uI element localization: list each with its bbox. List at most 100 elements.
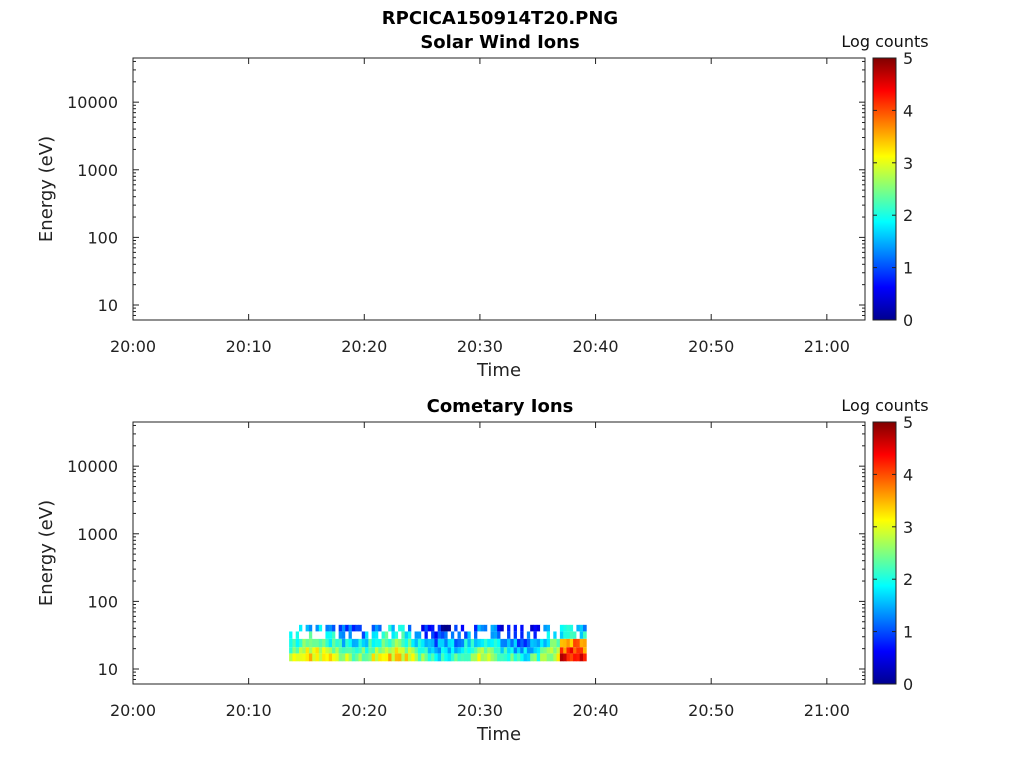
heatmap-cell (447, 653, 452, 662)
heatmap-cell (424, 638, 429, 648)
heatmap-cell (315, 624, 320, 632)
x-tick-label: 21:00 (804, 337, 850, 356)
y-tick-label: 100 (87, 592, 118, 611)
heatmap-cell (404, 631, 409, 639)
heatmap-cell (318, 631, 323, 639)
heatmap-cell (441, 653, 445, 662)
heatmap-cell (394, 624, 399, 632)
heatmap-cell (424, 647, 429, 654)
heatmap-cell (437, 631, 442, 639)
heatmap-cell (351, 647, 356, 654)
heatmap-cell (493, 647, 498, 654)
heatmap-cell (312, 631, 316, 639)
heatmap-cell (549, 638, 554, 648)
heatmap-cell (292, 638, 297, 648)
heatmap-cell (493, 653, 498, 662)
heatmap-cell (421, 647, 425, 654)
heatmap-cell (483, 631, 488, 639)
y-axis-label: Energy (eV) (36, 136, 57, 242)
heatmap-cell (470, 624, 475, 632)
heatmap-cell (312, 647, 316, 654)
heatmap-cell (305, 631, 310, 639)
heatmap-cell (579, 653, 584, 662)
heatmap-cell (351, 638, 356, 648)
colorbar-tick-label: 2 (903, 570, 913, 589)
heatmap-cell (563, 624, 567, 632)
heatmap-cell (341, 624, 346, 632)
heatmap-cell (563, 631, 567, 639)
heatmap-cell (299, 624, 303, 632)
heatmap-cell (328, 653, 333, 662)
colorbar-tick-label: 5 (903, 49, 913, 68)
heatmap-cell (503, 647, 508, 654)
heatmap-cell (374, 653, 379, 662)
heatmap-cell (312, 624, 316, 632)
heatmap-cell (325, 624, 330, 632)
heatmap-cell (536, 631, 541, 639)
heatmap-cell (338, 653, 343, 662)
heatmap-cell (490, 624, 495, 632)
heatmap-cell (457, 647, 462, 654)
heatmap-cell (355, 631, 359, 639)
heatmap-cell (302, 631, 307, 639)
heatmap-cell (417, 631, 422, 639)
heatmap-cell (308, 631, 313, 639)
x-tick-label: 20:30 (457, 337, 503, 356)
heatmap-cell (348, 624, 353, 632)
heatmap-cell (358, 653, 363, 662)
heatmap-cell (322, 624, 326, 632)
heatmap-cell (289, 638, 293, 648)
heatmap-cell (431, 647, 435, 654)
heatmap-cell (361, 631, 366, 639)
heatmap-cell (563, 638, 567, 648)
heatmap-cell (480, 653, 485, 662)
heatmap-cell (454, 653, 458, 662)
heatmap-cell (355, 638, 359, 648)
heatmap-cell (583, 653, 587, 662)
heatmap-cell (556, 624, 561, 632)
heatmap-cell (355, 624, 359, 632)
heatmap-cell (540, 638, 544, 648)
heatmap-cell (365, 638, 369, 648)
heatmap-cell (308, 638, 313, 648)
heatmap-cell (540, 647, 544, 654)
heatmap-cell (398, 653, 402, 662)
heatmap-cell (368, 653, 373, 662)
heatmap-cell (414, 631, 419, 639)
heatmap-cell (441, 638, 445, 648)
heatmap-cell (543, 647, 548, 654)
heatmap-cell (566, 653, 571, 662)
heatmap-cell (335, 647, 340, 654)
heatmap-cell (464, 631, 468, 639)
heatmap-cell (332, 653, 336, 662)
heatmap-cell (533, 631, 538, 639)
heatmap-cell (513, 638, 518, 648)
heatmap-cell (523, 638, 528, 648)
heatmap-cell (573, 624, 577, 632)
heatmap-cell (546, 631, 551, 639)
heatmap-cell (374, 638, 379, 648)
y-tick-label: 1000 (77, 161, 118, 180)
colorbar (872, 57, 897, 321)
colorbar (872, 421, 897, 685)
heatmap-cell (299, 653, 303, 662)
heatmap-cell (507, 624, 511, 632)
heatmap-cell (457, 653, 462, 662)
heatmap-cell (553, 653, 557, 662)
heatmap-cells (289, 624, 587, 662)
heatmap-cell (569, 647, 574, 654)
heatmap-cell (510, 647, 515, 654)
heatmap-cell (381, 653, 386, 662)
heatmap-cell (497, 631, 501, 639)
plot-frame (132, 57, 866, 321)
heatmap-cell (308, 647, 313, 654)
heatmap-cell (467, 647, 472, 654)
heatmap-cell (579, 624, 584, 632)
heatmap-cell (345, 631, 349, 639)
heatmap-cell (569, 631, 574, 639)
heatmap-cell (483, 624, 488, 632)
heatmap-cell (576, 624, 581, 632)
heatmap-cell (467, 653, 472, 662)
heatmap-cell (371, 631, 376, 639)
heatmap-cell (302, 647, 307, 654)
